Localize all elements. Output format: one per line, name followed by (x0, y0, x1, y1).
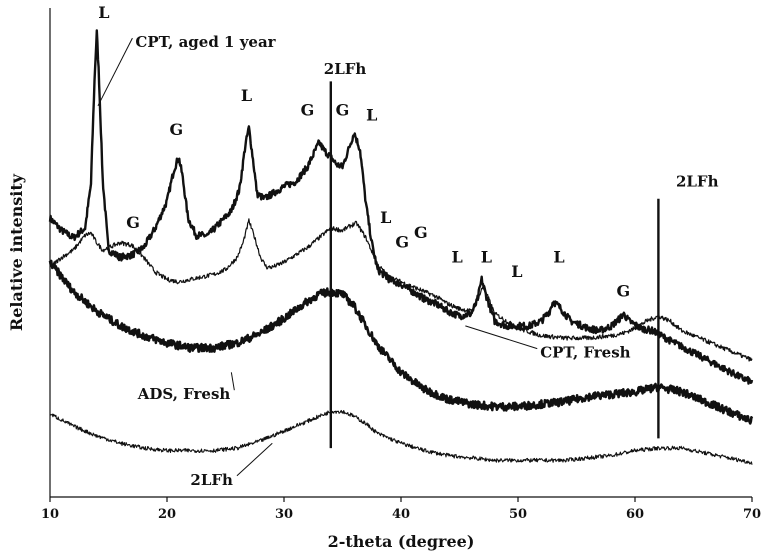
x-tick-label-20: 20 (158, 507, 176, 522)
series-line-ads-fresh (48, 259, 754, 425)
x-tick-label-30: 30 (275, 507, 293, 522)
x-tick-label-10: 10 (41, 507, 59, 522)
peak-label-l-11: L (452, 247, 463, 266)
x-tick-label-70: 70 (743, 507, 761, 522)
x-tick-label-50: 50 (509, 507, 527, 522)
peak-label-g-3: G (170, 120, 184, 139)
peak-label-g-5: G (301, 101, 315, 120)
peak-label-g-10: G (414, 223, 428, 242)
annotation-cpt-aged-1-year-1: CPT, aged 1 year (135, 33, 276, 51)
pointer-2lfh-6 (236, 442, 273, 477)
pointer-cpt-fresh-4 (465, 325, 538, 350)
reference-lines (329, 81, 660, 449)
peak-label-l-8: L (380, 208, 391, 227)
annotation-cpt-fresh-4: CPT, Fresh (540, 344, 630, 362)
peak-label-l-1: L (98, 3, 109, 22)
peak-label-g-9: G (395, 233, 409, 252)
peak-label-l-13: L (511, 262, 522, 281)
y-axis-title: Relative intensity (7, 173, 26, 331)
x-tick-label-60: 60 (626, 507, 644, 522)
axes: 10 20 30 40 50 60 70 (41, 8, 761, 522)
annotation-2lfh-6: 2LFh (190, 471, 233, 489)
series-line-2lfh (49, 409, 753, 465)
series-annotations: CPT, aged 1 year 2LFh 2LFh CPT, Fresh ADS, F… (97, 33, 719, 489)
peak-label-l-14: L (553, 247, 564, 266)
peak-label-g-6: G (336, 101, 350, 120)
pointer-cpt-aged-1-year-1 (97, 37, 133, 107)
annotation-2lfh-3: 2LFh (676, 172, 719, 190)
peak-label-l-4: L (241, 86, 252, 105)
peak-label-l-12: L (481, 247, 492, 266)
peak-label-g-2: G (126, 213, 140, 232)
pointer-ads-fresh-5 (230, 372, 235, 391)
series-layer (48, 29, 754, 465)
peak-label-g-15: G (616, 282, 630, 301)
peak-label-l-7: L (366, 105, 377, 124)
x-axis-title: 2-theta (degree) (328, 532, 475, 551)
x-tick-label-40: 40 (392, 507, 410, 522)
annotation-ads-fresh-5: ADS, Fresh (137, 385, 231, 403)
annotation-2lfh-2: 2LFh (324, 60, 367, 78)
series-line-cpt-aged-1-year (48, 29, 754, 385)
series-line-cpt-fresh (49, 218, 753, 362)
